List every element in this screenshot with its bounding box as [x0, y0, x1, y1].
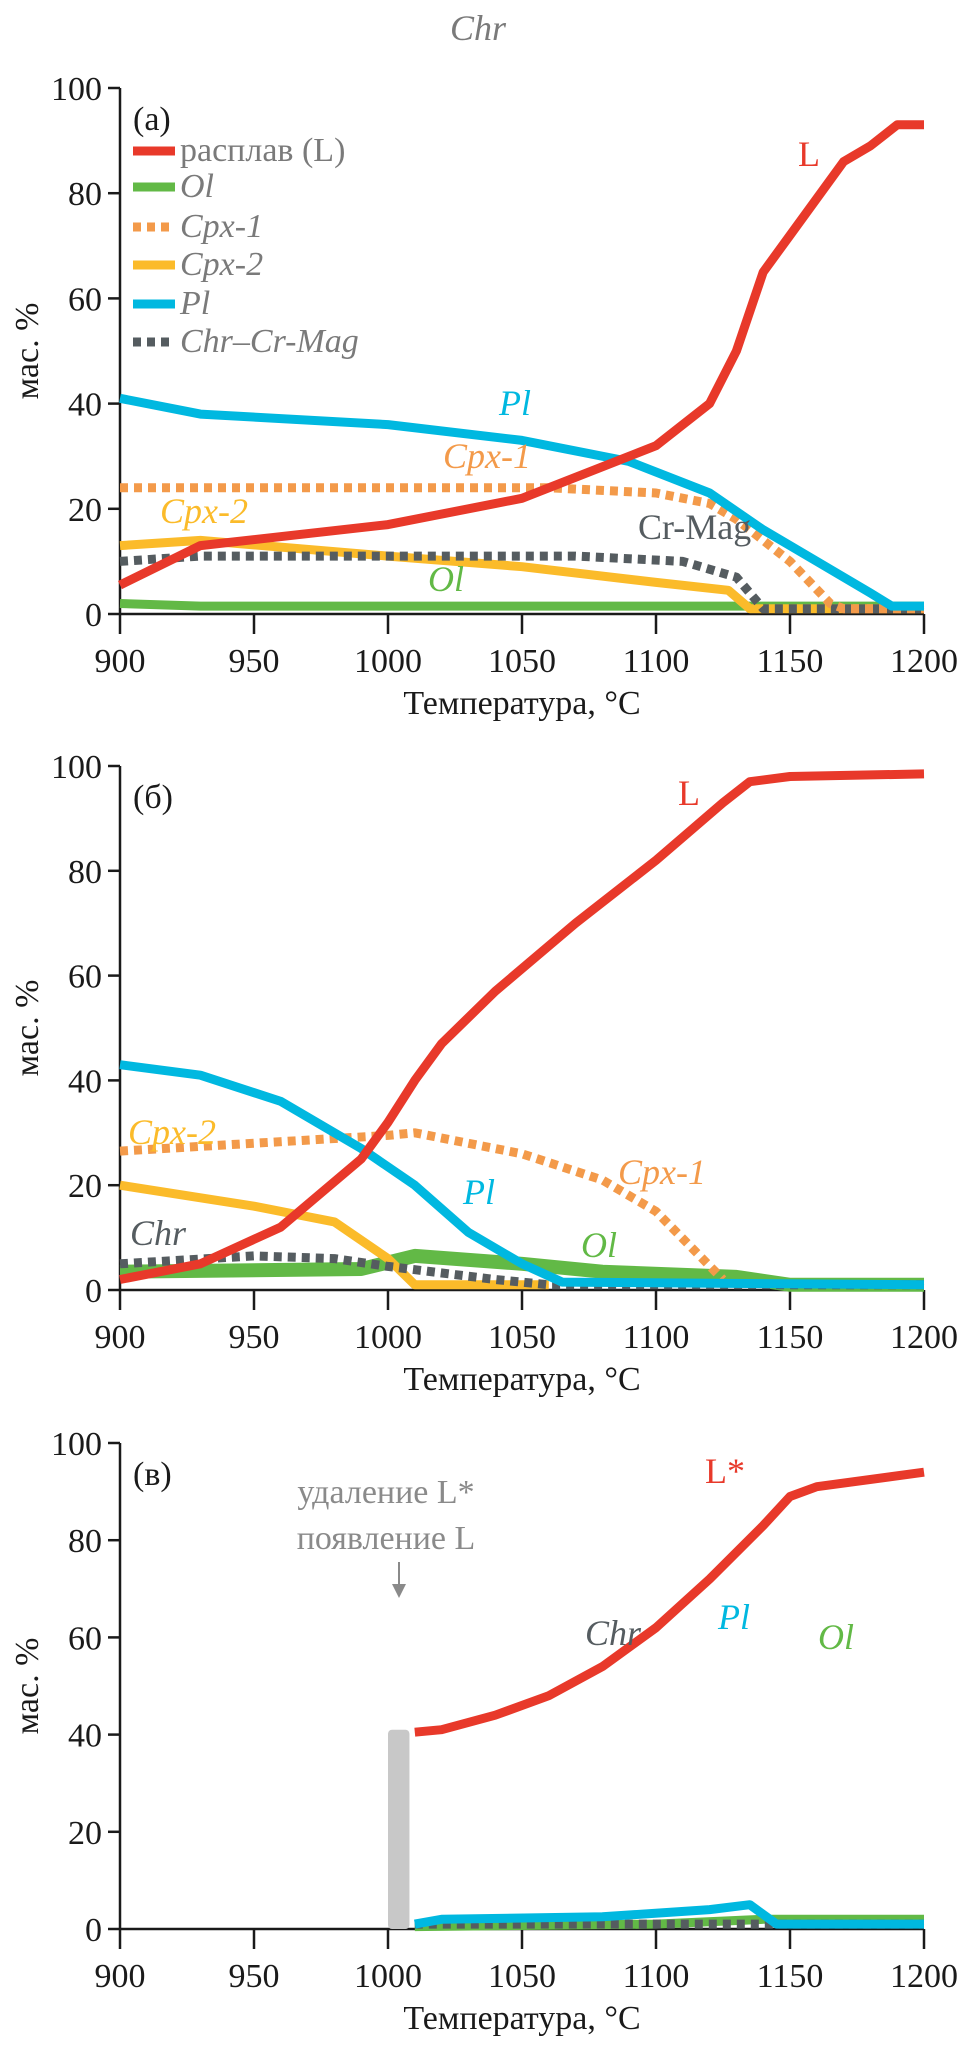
- x-tick-label: 1000: [354, 1319, 422, 1356]
- series-label-pl: Pl: [717, 1597, 750, 1637]
- series-label-ol: Ol: [818, 1617, 854, 1657]
- y-axis-title: мас. %: [9, 1638, 46, 1735]
- x-tick-label: 1050: [488, 643, 556, 680]
- x-tick-label: 1100: [623, 1319, 690, 1356]
- series-label-l: L: [678, 773, 700, 813]
- removal-bar: [388, 1729, 410, 1929]
- legend-label: Cpx-1: [180, 208, 263, 245]
- x-tick-label: 950: [229, 643, 280, 680]
- x-tick-label: 900: [95, 643, 146, 680]
- series-line-l: [414, 1467, 925, 1737]
- legend-label: Cpx-2: [180, 246, 263, 283]
- y-tick-label: 80: [68, 1523, 102, 1560]
- panel-label: (a): [133, 101, 171, 138]
- y-tick-label: 60: [68, 281, 102, 318]
- x-tick-label: 1150: [757, 1319, 824, 1356]
- panel-label: (б): [133, 779, 173, 816]
- series-line-cpx1: [120, 483, 924, 614]
- series-label-chr: Cr-Mag: [638, 507, 751, 547]
- x-tick-label: 900: [95, 1319, 146, 1356]
- annotation-text: появление L: [297, 1520, 476, 1557]
- legend-label: Ol: [180, 168, 214, 205]
- x-axis-title: Температура, °C: [403, 2000, 640, 2037]
- x-tick-label: 1000: [354, 643, 422, 680]
- y-tick-label: 100: [51, 71, 102, 108]
- x-tick-label: 1000: [354, 1958, 422, 1995]
- x-tick-label: 1200: [890, 643, 957, 680]
- y-tick-label: 80: [68, 854, 102, 891]
- y-tick-label: 40: [68, 1718, 102, 1755]
- x-tick-label: 1050: [488, 1319, 556, 1356]
- series-label-chr: Chr: [130, 1213, 187, 1253]
- series-label-l: L*: [705, 1451, 745, 1491]
- series-label-ol: Ol: [428, 559, 464, 599]
- y-tick-label: 20: [68, 492, 102, 529]
- y-tick-label: 60: [68, 959, 102, 996]
- series-label-pl: Pl: [498, 383, 531, 423]
- annotation-text: удаление L*: [297, 1474, 474, 1511]
- series-label-l: L: [798, 134, 820, 174]
- arrow-head-icon: [392, 1584, 406, 1598]
- y-tick-label: 20: [68, 1168, 102, 1205]
- x-tick-label: 950: [229, 1319, 280, 1356]
- series-label-cpx2: Cpx-2: [160, 491, 248, 531]
- x-tick-label: 1050: [488, 1958, 556, 1995]
- x-axis-title: Температура, °C: [403, 685, 640, 722]
- y-axis-title: мас. %: [9, 303, 46, 400]
- y-tick-label: 0: [85, 597, 102, 634]
- series-line-cpx2: [119, 1180, 549, 1290]
- figure-title: Chr: [450, 8, 507, 48]
- y-tick-label: 0: [85, 1912, 102, 1949]
- y-tick-label: 80: [68, 176, 102, 213]
- legend-label: Pl: [179, 285, 210, 322]
- panel-label: (в): [133, 1456, 172, 1493]
- y-tick-label: 100: [51, 749, 102, 786]
- series-label-ol: Ol: [581, 1225, 617, 1265]
- x-tick-label: 1200: [890, 1958, 957, 1995]
- panel-3: 0 20 40 60 80 100 900 950 1000 1050 1100 1150 1200 Те…: [9, 1426, 957, 2037]
- x-tick-label: 1150: [757, 1958, 824, 1995]
- x-tick-label: 1100: [623, 1958, 690, 1995]
- y-tick-label: 0: [85, 1273, 102, 1310]
- series-label-pl: Pl: [462, 1172, 495, 1212]
- series-label-cpx1: Cpx-1: [618, 1152, 706, 1192]
- y-tick-label: 40: [68, 1063, 102, 1100]
- y-tick-label: 40: [68, 387, 102, 424]
- series-label-chr: Chr: [585, 1613, 642, 1653]
- x-tick-label: 900: [95, 1958, 146, 1995]
- series-label-cpx2: Cpx-2: [128, 1112, 216, 1152]
- y-tick-label: 20: [68, 1815, 102, 1852]
- x-tick-label: 1200: [890, 1319, 957, 1356]
- panel-2: 0 20 40 60 80 100 900 950 1000 1050 1100 1150 1200 Те…: [9, 749, 957, 1398]
- legend-label: расплав (L): [180, 132, 345, 169]
- series-label-cpx1: Cpx-1: [443, 436, 531, 476]
- y-tick-label: 100: [51, 1426, 102, 1463]
- y-axis-title: мас. %: [9, 980, 46, 1077]
- x-tick-label: 1100: [623, 643, 690, 680]
- y-tick-label: 60: [68, 1620, 102, 1657]
- x-axis-title: Температура, °C: [403, 1361, 640, 1398]
- series-line-pl: [119, 1060, 925, 1290]
- x-tick-label: 1150: [757, 643, 824, 680]
- series-line-l: [119, 769, 925, 1284]
- legend-label: Chr–Cr-Mag: [180, 323, 359, 360]
- series-line-chr: [119, 551, 924, 614]
- x-tick-label: 950: [229, 1958, 280, 1995]
- panel-1: 0 20 40 60 80 100 900 950 1000 1050 1100 1150 1200 Те…: [9, 71, 957, 722]
